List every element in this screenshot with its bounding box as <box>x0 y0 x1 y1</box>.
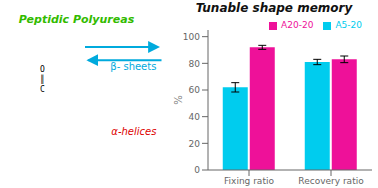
html-text:Tunable shape memory: Tunable shape memory <box>195 1 353 15</box>
svg-text:60: 60 <box>189 85 201 95</box>
svg-text:0: 0 <box>194 165 200 175</box>
html-text:α-helices: α-helices <box>111 125 157 137</box>
html-text:Peptidic Polyureas: Peptidic Polyureas <box>18 13 135 27</box>
svg-text:Fixing ratio: Fixing ratio <box>224 176 274 186</box>
svg-text:100: 100 <box>183 32 200 42</box>
svg-text:40: 40 <box>189 112 201 122</box>
html-text:A5-20: A5-20 <box>335 20 362 30</box>
svg-text:20: 20 <box>189 139 201 149</box>
html-text:O ║ C: O ║ C <box>40 64 45 94</box>
svg-text:%: % <box>173 95 184 105</box>
svg-text:80: 80 <box>189 59 201 69</box>
html-text:A20-20: A20-20 <box>281 20 314 30</box>
html-text:β- sheets: β- sheets <box>110 60 157 72</box>
svg-text:Recovery ratio: Recovery ratio <box>298 176 364 186</box>
